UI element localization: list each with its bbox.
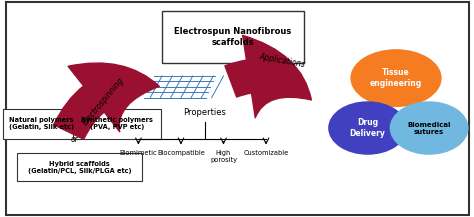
Text: Customizable: Customizable	[244, 150, 289, 156]
Ellipse shape	[390, 102, 468, 154]
FancyBboxPatch shape	[2, 108, 81, 139]
Ellipse shape	[329, 102, 406, 154]
Text: Electrospinning: Electrospinning	[81, 75, 126, 127]
Text: Drug
Delivery: Drug Delivery	[350, 118, 385, 138]
FancyBboxPatch shape	[6, 2, 469, 215]
Text: Tissue
engineering: Tissue engineering	[370, 68, 422, 88]
Text: Biomimetic: Biomimetic	[119, 150, 157, 156]
Text: Applications: Applications	[259, 52, 306, 69]
Text: Hybrid scaffolds
(Gelatin/PCL, Silk/PLGA etc): Hybrid scaffolds (Gelatin/PCL, Silk/PLGA…	[27, 161, 131, 174]
FancyArrowPatch shape	[225, 35, 311, 118]
Text: Natural polymers
(Gelatin, Silk etc): Natural polymers (Gelatin, Silk etc)	[9, 117, 74, 130]
Text: Biocompatible: Biocompatible	[157, 150, 205, 156]
FancyBboxPatch shape	[17, 153, 142, 181]
FancyBboxPatch shape	[162, 11, 304, 63]
Ellipse shape	[351, 50, 441, 106]
Text: Electrospun Nanofibrous
scaffolds: Electrospun Nanofibrous scaffolds	[174, 27, 292, 47]
Text: Biomedical
sutures: Biomedical sutures	[407, 122, 451, 135]
Text: High
porosity: High porosity	[210, 150, 237, 163]
Text: Synthetic polymers
(PVA, PVP etc): Synthetic polymers (PVA, PVP etc)	[81, 117, 153, 130]
Text: Properties: Properties	[183, 108, 226, 117]
FancyArrowPatch shape	[54, 63, 159, 139]
Text: or: or	[71, 135, 79, 145]
FancyBboxPatch shape	[73, 108, 161, 139]
